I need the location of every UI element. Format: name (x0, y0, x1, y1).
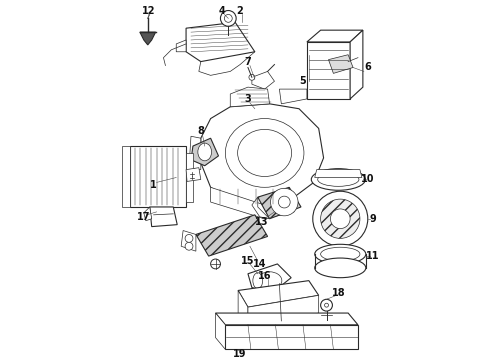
Ellipse shape (198, 143, 212, 161)
Polygon shape (248, 264, 291, 293)
Ellipse shape (320, 247, 360, 261)
Text: 15: 15 (241, 256, 255, 266)
Polygon shape (225, 325, 358, 350)
Circle shape (185, 234, 193, 242)
Text: 9: 9 (369, 214, 376, 224)
Circle shape (278, 196, 290, 208)
Polygon shape (181, 230, 196, 251)
Text: 11: 11 (366, 251, 379, 261)
Text: 10: 10 (361, 175, 374, 184)
Polygon shape (186, 22, 255, 62)
Text: 13: 13 (255, 217, 269, 227)
Polygon shape (186, 168, 201, 181)
Polygon shape (189, 136, 201, 170)
Polygon shape (191, 138, 219, 166)
Polygon shape (328, 55, 353, 73)
Polygon shape (144, 207, 152, 221)
Polygon shape (252, 197, 270, 219)
Ellipse shape (311, 168, 366, 190)
Polygon shape (211, 187, 294, 219)
Ellipse shape (253, 273, 263, 288)
Ellipse shape (315, 258, 366, 278)
Text: 19: 19 (233, 349, 247, 359)
Ellipse shape (315, 244, 366, 264)
Text: 12: 12 (142, 5, 155, 15)
Polygon shape (216, 313, 225, 350)
Text: 14: 14 (253, 259, 267, 269)
Circle shape (185, 242, 193, 250)
Text: 16: 16 (258, 271, 271, 281)
Polygon shape (258, 187, 301, 219)
Polygon shape (186, 153, 193, 202)
Ellipse shape (257, 272, 282, 289)
Text: 5: 5 (299, 76, 306, 86)
Ellipse shape (238, 129, 292, 176)
Text: 1: 1 (150, 180, 157, 190)
Polygon shape (279, 89, 307, 104)
Circle shape (224, 14, 232, 22)
Circle shape (320, 299, 332, 311)
Text: 7: 7 (245, 57, 251, 67)
Polygon shape (238, 291, 248, 325)
Circle shape (313, 191, 368, 246)
Circle shape (220, 10, 236, 26)
Text: 2: 2 (237, 5, 244, 15)
Polygon shape (350, 30, 363, 99)
Polygon shape (130, 146, 186, 207)
Polygon shape (307, 42, 350, 99)
Circle shape (320, 199, 360, 238)
Polygon shape (252, 71, 274, 89)
Text: 8: 8 (197, 126, 204, 136)
Text: 6: 6 (365, 63, 371, 72)
Polygon shape (248, 295, 318, 325)
Circle shape (249, 75, 255, 80)
Circle shape (330, 209, 350, 229)
Polygon shape (140, 32, 156, 45)
Polygon shape (307, 30, 363, 42)
Polygon shape (196, 215, 268, 256)
Circle shape (211, 259, 220, 269)
Text: 4: 4 (219, 5, 226, 15)
Circle shape (270, 188, 298, 216)
Ellipse shape (225, 118, 304, 187)
Text: 18: 18 (332, 288, 345, 298)
Polygon shape (122, 146, 130, 207)
Polygon shape (230, 87, 270, 107)
Text: 17: 17 (137, 212, 150, 222)
Text: 3: 3 (245, 94, 251, 104)
Polygon shape (150, 207, 177, 226)
Ellipse shape (318, 172, 359, 186)
Polygon shape (315, 170, 362, 177)
Polygon shape (176, 40, 186, 52)
Circle shape (324, 303, 328, 307)
Polygon shape (238, 281, 318, 307)
Polygon shape (201, 104, 323, 205)
Polygon shape (216, 313, 358, 325)
